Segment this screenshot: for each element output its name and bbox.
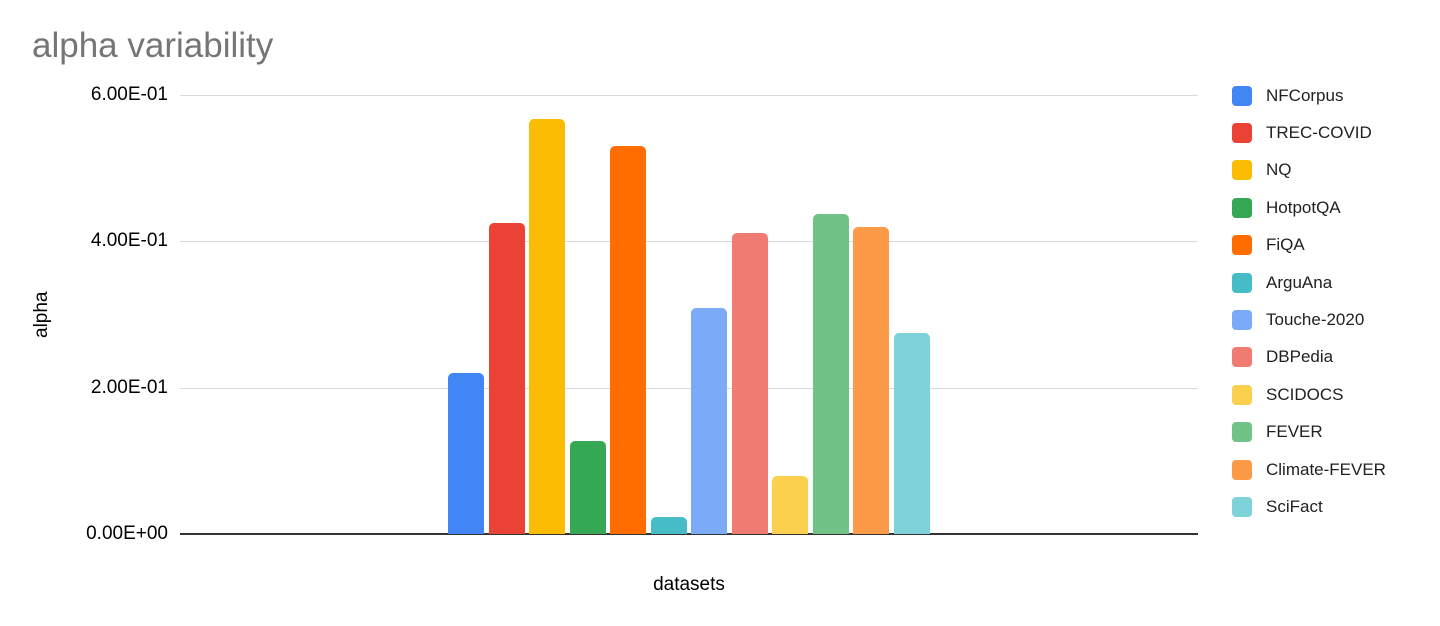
legend-label: DBPedia bbox=[1266, 347, 1334, 367]
y-tick-label: 2.00E-01 bbox=[90, 376, 168, 398]
x-axis-line bbox=[180, 533, 1198, 535]
bar-touche-2020[interactable] bbox=[691, 308, 727, 534]
legend-item-dbpedia[interactable]: DBPedia bbox=[1232, 339, 1386, 376]
bar-nfcorpus[interactable] bbox=[448, 372, 484, 534]
y-tick-label: 0.00E+00 bbox=[86, 523, 168, 544]
legend-item-climate-fever[interactable]: Climate-FEVER bbox=[1232, 451, 1386, 488]
gridline bbox=[180, 241, 1198, 242]
legend-item-hotpotqa[interactable]: HotpotQA bbox=[1232, 189, 1386, 226]
legend-item-touche-2020[interactable]: Touche-2020 bbox=[1232, 301, 1386, 338]
legend-item-nfcorpus[interactable]: NFCorpus bbox=[1232, 77, 1386, 114]
gridline bbox=[180, 387, 1198, 389]
legend-label: NQ bbox=[1266, 160, 1292, 180]
gridline bbox=[180, 94, 1198, 96]
legend-item-trec-covid[interactable]: TREC-COVID bbox=[1232, 114, 1386, 151]
legend-label: HotpotQA bbox=[1266, 197, 1341, 217]
legend-swatch-icon bbox=[1232, 459, 1252, 480]
bar-scifact[interactable] bbox=[893, 332, 930, 534]
legend-swatch-icon bbox=[1232, 235, 1252, 256]
x-axis-title: datasets bbox=[653, 574, 725, 595]
legend-label: Touche-2020 bbox=[1266, 310, 1365, 330]
bar-fiqa[interactable] bbox=[610, 145, 646, 534]
y-tick-label: 6.00E-01 bbox=[90, 83, 168, 105]
bar-fever[interactable] bbox=[812, 213, 849, 534]
legend-swatch-icon bbox=[1232, 160, 1252, 181]
legend-swatch-icon bbox=[1232, 384, 1252, 405]
legend-swatch-icon bbox=[1232, 496, 1252, 517]
legend-label: NFCorpus bbox=[1266, 85, 1344, 105]
bar-scidocs[interactable] bbox=[772, 476, 808, 534]
legend: NFCorpus TREC-COVID NQ HotpotQA FiQA ArguAna T… bbox=[1232, 77, 1386, 526]
bar-hotpotqa[interactable] bbox=[569, 440, 606, 534]
legend-label: FEVER bbox=[1266, 422, 1323, 442]
legend-item-arguana[interactable]: ArguAna bbox=[1232, 264, 1386, 301]
bar-climate-fever[interactable] bbox=[853, 227, 889, 534]
legend-swatch-icon bbox=[1232, 123, 1252, 144]
legend-item-fever[interactable]: FEVER bbox=[1232, 414, 1386, 451]
legend-label: Climate-FEVER bbox=[1266, 459, 1386, 479]
legend-swatch-icon bbox=[1232, 272, 1252, 293]
bar-dbpedia[interactable] bbox=[731, 232, 768, 534]
legend-label: SciFact bbox=[1266, 496, 1323, 516]
legend-label: ArguAna bbox=[1266, 272, 1333, 292]
y-tick-label: 4.00E-01 bbox=[90, 230, 168, 251]
legend-label: SCIDOCS bbox=[1266, 384, 1344, 404]
y-axis-title: alpha bbox=[31, 291, 52, 339]
legend-item-scifact[interactable]: SciFact bbox=[1232, 488, 1386, 525]
legend-label: TREC-COVID bbox=[1266, 123, 1372, 143]
legend-swatch-icon bbox=[1232, 85, 1252, 106]
legend-item-scidocs[interactable]: SCIDOCS bbox=[1232, 376, 1386, 413]
legend-label: FiQA bbox=[1266, 235, 1305, 255]
legend-item-fiqa[interactable]: FiQA bbox=[1232, 227, 1386, 264]
legend-swatch-icon bbox=[1232, 347, 1252, 368]
legend-swatch-icon bbox=[1232, 310, 1252, 331]
bar-nq[interactable] bbox=[529, 118, 565, 534]
legend-item-nq[interactable]: NQ bbox=[1232, 152, 1386, 189]
legend-swatch-icon bbox=[1232, 197, 1252, 218]
bar-trec-covid[interactable] bbox=[488, 222, 525, 534]
chart-title: alpha variability bbox=[32, 26, 274, 65]
bar-arguana[interactable] bbox=[650, 517, 687, 534]
legend-swatch-icon bbox=[1232, 422, 1252, 443]
